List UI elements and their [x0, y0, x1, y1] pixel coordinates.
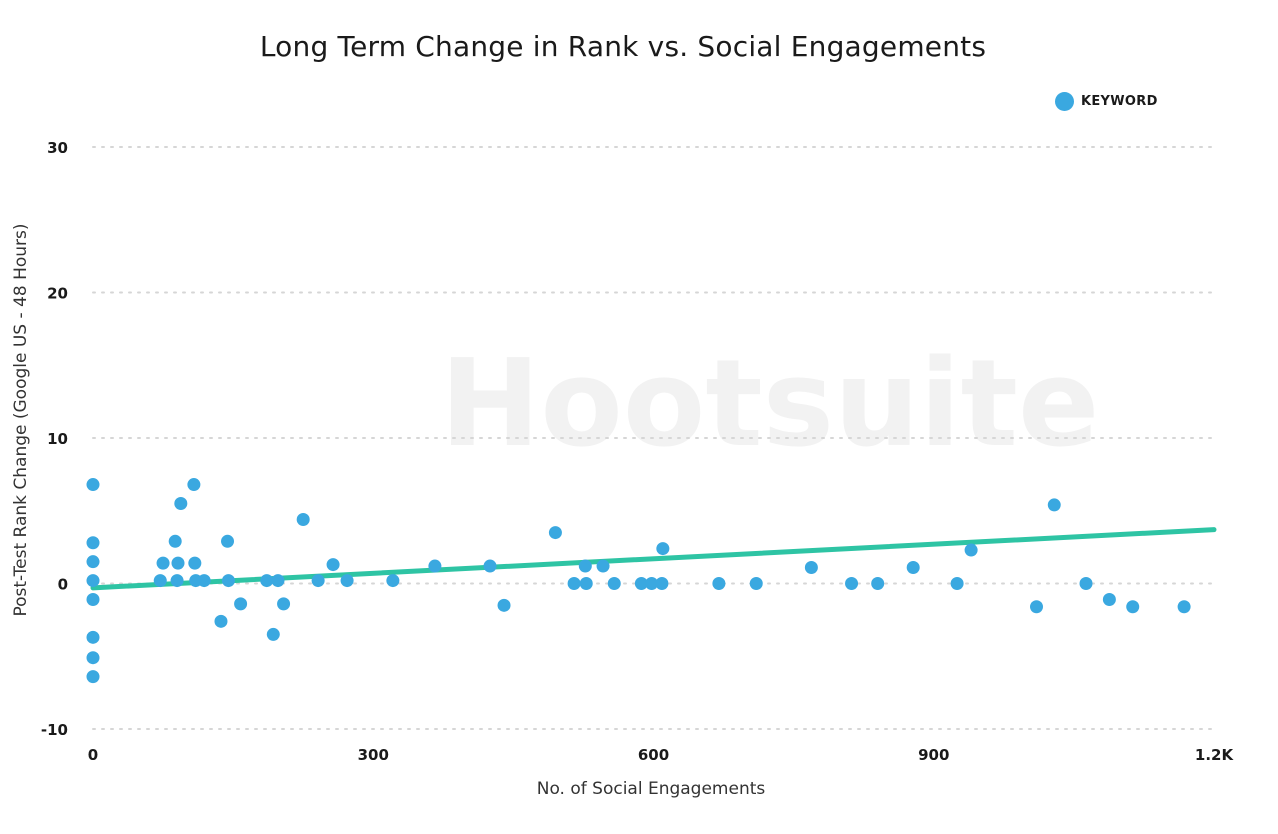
data-point: [634, 577, 648, 590]
data-point: [386, 574, 400, 588]
data-point: [656, 542, 670, 556]
chart-title: Long Term Change in Rank vs. Social Enga…: [259, 30, 987, 63]
data-point: [871, 577, 885, 590]
data-point: [845, 577, 859, 590]
data-point: [168, 534, 182, 548]
data-point: [483, 559, 497, 573]
data-point: [86, 593, 100, 607]
data-point: [170, 574, 184, 588]
data-points: [86, 478, 1191, 684]
data-point: [906, 560, 920, 574]
data-point: [567, 577, 581, 590]
data-point: [187, 478, 201, 492]
data-point: [1030, 600, 1044, 614]
data-point: [340, 574, 354, 588]
data-point: [645, 577, 659, 590]
x-tick-label: 1.2K: [1195, 746, 1235, 764]
y-axis-title: Post-Test Rank Change (Google US - 48 Ho…: [11, 223, 31, 616]
data-point: [271, 574, 285, 588]
data-point: [804, 560, 818, 574]
data-point: [153, 574, 167, 588]
x-tick-label: 0: [88, 746, 98, 764]
x-axis-ticks: 0 300 600 900 1.2K: [88, 746, 1235, 764]
y-tick-label: 30: [47, 139, 68, 157]
legend-keyword-label: KEYWORD: [1081, 94, 1158, 109]
data-point: [712, 577, 726, 590]
data-point: [156, 556, 170, 570]
data-point: [86, 574, 100, 588]
x-tick-label: 300: [358, 746, 389, 764]
watermark: Hootsuite: [440, 335, 1099, 474]
data-point: [311, 574, 325, 588]
x-axis-title: No. of Social Engagements: [537, 779, 766, 799]
data-point: [596, 559, 610, 573]
data-point: [1177, 600, 1191, 614]
legend: KEYWORD: [1055, 92, 1158, 111]
data-point: [188, 556, 202, 570]
data-point: [86, 536, 100, 550]
y-tick-label: 10: [47, 430, 68, 448]
data-point: [86, 630, 100, 644]
y-tick-label: 0: [58, 576, 68, 594]
data-point: [296, 512, 310, 526]
x-tick-label: 600: [638, 746, 669, 764]
data-point: [1102, 593, 1116, 607]
data-point: [1079, 577, 1093, 590]
data-point: [428, 559, 442, 573]
data-point: [1126, 600, 1140, 614]
data-point: [221, 574, 235, 588]
data-point: [578, 559, 592, 573]
data-point: [950, 577, 964, 590]
data-point: [86, 478, 100, 492]
data-point: [548, 526, 562, 540]
data-point: [266, 627, 280, 641]
data-point: [655, 577, 669, 590]
data-point: [234, 597, 248, 611]
data-point: [497, 598, 511, 612]
data-point: [260, 574, 274, 588]
data-point: [86, 651, 100, 665]
data-point: [197, 574, 211, 588]
data-point: [214, 614, 228, 628]
legend-keyword-swatch: [1055, 92, 1074, 111]
data-point: [326, 558, 340, 572]
y-axis-ticks: 30 20 10 0 -10: [41, 139, 68, 739]
data-point: [277, 597, 291, 611]
data-point: [86, 555, 100, 569]
y-tick-label: -10: [41, 721, 68, 739]
data-point: [607, 577, 621, 590]
x-tick-label: 900: [918, 746, 949, 764]
data-point: [964, 543, 978, 557]
data-point: [749, 577, 763, 590]
data-point: [86, 670, 100, 684]
data-point: [171, 556, 185, 570]
data-point: [1047, 498, 1061, 512]
data-point: [579, 577, 593, 590]
data-point: [221, 534, 235, 548]
data-point: [174, 496, 188, 510]
y-tick-label: 20: [47, 285, 68, 303]
